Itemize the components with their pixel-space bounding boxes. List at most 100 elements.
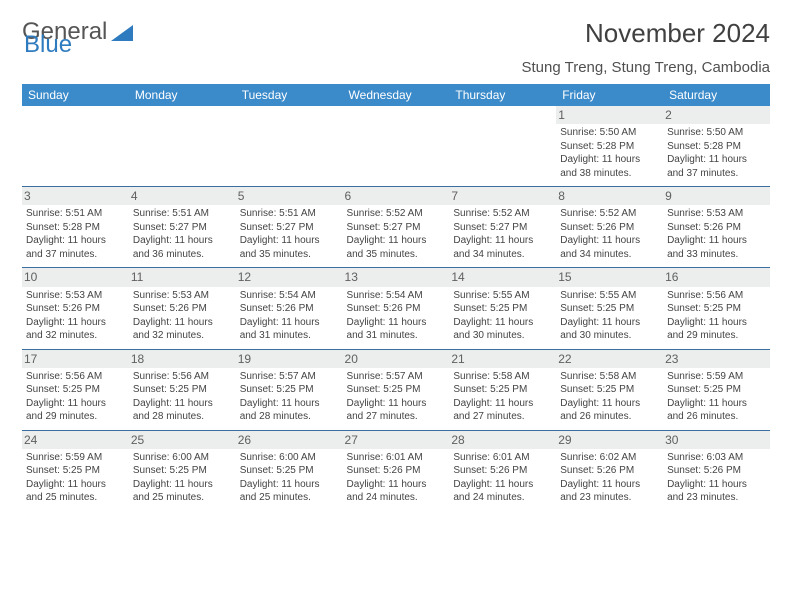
day-number: 8: [556, 187, 663, 205]
day-number: 24: [22, 431, 129, 449]
calendar-day: 1 Sunrise: 5:50 AMSunset: 5:28 PMDaylight…: [556, 106, 663, 187]
sunset-text: Sunset: 5:28 PM: [560, 140, 659, 154]
sunset-text: Sunset: 5:27 PM: [347, 221, 446, 235]
daylight-text: Daylight: 11 hours and 34 minutes.: [453, 234, 552, 261]
sunset-text: Sunset: 5:27 PM: [453, 221, 552, 235]
sunrise-text: Sunrise: 5:50 AM: [667, 126, 766, 140]
day-number: 20: [343, 350, 450, 368]
calendar-day: 14Sunrise: 5:55 AMSunset: 5:25 PMDayligh…: [449, 268, 556, 349]
sunset-text: Sunset: 5:28 PM: [667, 140, 766, 154]
sunrise-text: Sunrise: 5:56 AM: [26, 370, 125, 384]
sunset-text: Sunset: 5:25 PM: [453, 383, 552, 397]
sunrise-text: Sunrise: 5:54 AM: [240, 289, 339, 303]
calendar-week: .....1Sunrise: 5:50 AMSunset: 5:28 PMDay…: [22, 106, 770, 187]
sunset-text: Sunset: 5:25 PM: [347, 383, 446, 397]
day-header: Saturday: [663, 84, 770, 106]
day-number: 3: [22, 187, 129, 205]
day-number: 13: [343, 268, 450, 286]
sunrise-text: Sunrise: 5:51 AM: [133, 207, 232, 221]
daylight-text: Daylight: 11 hours and 26 minutes.: [560, 397, 659, 424]
sunset-text: Sunset: 5:25 PM: [560, 302, 659, 316]
day-number: 2: [663, 106, 770, 124]
day-number: 23: [663, 350, 770, 368]
day-header: Thursday: [449, 84, 556, 106]
day-number: 16: [663, 268, 770, 286]
calendar-day: 25Sunrise: 6:00 AMSunset: 5:25 PMDayligh…: [129, 430, 236, 511]
sunset-text: Sunset: 5:26 PM: [560, 221, 659, 235]
sunset-text: Sunset: 5:26 PM: [560, 464, 659, 478]
sunset-text: Sunset: 5:26 PM: [667, 221, 766, 235]
daylight-text: Daylight: 11 hours and 30 minutes.: [453, 316, 552, 343]
sunrise-text: Sunrise: 6:00 AM: [240, 451, 339, 465]
daylight-text: Daylight: 11 hours and 33 minutes.: [667, 234, 766, 261]
sunset-text: Sunset: 5:25 PM: [133, 383, 232, 397]
sunset-text: Sunset: 5:25 PM: [240, 383, 339, 397]
daylight-text: Daylight: 11 hours and 25 minutes.: [240, 478, 339, 505]
sunrise-text: Sunrise: 5:57 AM: [347, 370, 446, 384]
location-text: Stung Treng, Stung Treng, Cambodia: [22, 59, 770, 76]
sunrise-text: Sunrise: 6:01 AM: [347, 451, 446, 465]
sunrise-text: Sunrise: 5:55 AM: [453, 289, 552, 303]
calendar-table: SundayMondayTuesdayWednesdayThursdayFrid…: [22, 84, 770, 511]
sunrise-text: Sunrise: 5:53 AM: [133, 289, 232, 303]
daylight-text: Daylight: 11 hours and 25 minutes.: [26, 478, 125, 505]
calendar-day-empty: .: [236, 106, 343, 187]
sunset-text: Sunset: 5:26 PM: [240, 302, 339, 316]
calendar-day-empty: .: [343, 106, 450, 187]
daylight-text: Daylight: 11 hours and 38 minutes.: [560, 153, 659, 180]
day-number: 25: [129, 431, 236, 449]
sunset-text: Sunset: 5:25 PM: [667, 383, 766, 397]
calendar-day: 18Sunrise: 5:56 AMSunset: 5:25 PMDayligh…: [129, 349, 236, 430]
calendar-day-empty: .: [449, 106, 556, 187]
day-header: Friday: [556, 84, 663, 106]
sunrise-text: Sunrise: 5:58 AM: [560, 370, 659, 384]
calendar-day: 24Sunrise: 5:59 AMSunset: 5:25 PMDayligh…: [22, 430, 129, 511]
calendar-day: 29Sunrise: 6:02 AMSunset: 5:26 PMDayligh…: [556, 430, 663, 511]
calendar-day: 13Sunrise: 5:54 AMSunset: 5:26 PMDayligh…: [343, 268, 450, 349]
calendar-day: 3Sunrise: 5:51 AMSunset: 5:28 PMDaylight…: [22, 187, 129, 268]
day-number: 17: [22, 350, 129, 368]
calendar-day: 11Sunrise: 5:53 AMSunset: 5:26 PMDayligh…: [129, 268, 236, 349]
sunrise-text: Sunrise: 5:54 AM: [347, 289, 446, 303]
day-number: 5: [236, 187, 343, 205]
day-number: 21: [449, 350, 556, 368]
calendar-week: 24Sunrise: 5:59 AMSunset: 5:25 PMDayligh…: [22, 430, 770, 511]
logo-triangle-icon: [111, 23, 133, 41]
calendar-day: 5 Sunrise: 5:51 AMSunset: 5:27 PMDaylight…: [236, 187, 343, 268]
day-number: 29: [556, 431, 663, 449]
calendar-day: 22Sunrise: 5:58 AMSunset: 5:25 PMDayligh…: [556, 349, 663, 430]
day-number: 4: [129, 187, 236, 205]
day-number: 14: [449, 268, 556, 286]
day-number: 6: [343, 187, 450, 205]
calendar-day: 15Sunrise: 5:55 AMSunset: 5:25 PMDayligh…: [556, 268, 663, 349]
calendar-day: 16Sunrise: 5:56 AMSunset: 5:25 PMDayligh…: [663, 268, 770, 349]
calendar-week: 17Sunrise: 5:56 AMSunset: 5:25 PMDayligh…: [22, 349, 770, 430]
sunset-text: Sunset: 5:25 PM: [26, 383, 125, 397]
sunset-text: Sunset: 5:26 PM: [347, 302, 446, 316]
daylight-text: Daylight: 11 hours and 35 minutes.: [240, 234, 339, 261]
calendar-day: 2 Sunrise: 5:50 AMSunset: 5:28 PMDaylight…: [663, 106, 770, 187]
calendar-day-empty: .: [129, 106, 236, 187]
daylight-text: Daylight: 11 hours and 35 minutes.: [347, 234, 446, 261]
sunrise-text: Sunrise: 5:50 AM: [560, 126, 659, 140]
daylight-text: Daylight: 11 hours and 24 minutes.: [453, 478, 552, 505]
page-title: November 2024: [585, 18, 770, 49]
sunrise-text: Sunrise: 5:53 AM: [26, 289, 125, 303]
daylight-text: Daylight: 11 hours and 34 minutes.: [560, 234, 659, 261]
sunrise-text: Sunrise: 5:51 AM: [240, 207, 339, 221]
sunset-text: Sunset: 5:27 PM: [240, 221, 339, 235]
calendar-day: 7Sunrise: 5:52 AMSunset: 5:27 PMDaylight…: [449, 187, 556, 268]
day-header: Tuesday: [236, 84, 343, 106]
day-number: 27: [343, 431, 450, 449]
sunset-text: Sunset: 5:25 PM: [133, 464, 232, 478]
day-number: 1: [556, 106, 663, 124]
daylight-text: Daylight: 11 hours and 37 minutes.: [667, 153, 766, 180]
daylight-text: Daylight: 11 hours and 28 minutes.: [133, 397, 232, 424]
sunset-text: Sunset: 5:25 PM: [240, 464, 339, 478]
sunrise-text: Sunrise: 5:56 AM: [667, 289, 766, 303]
sunrise-text: Sunrise: 5:59 AM: [667, 370, 766, 384]
sunrise-text: Sunrise: 6:02 AM: [560, 451, 659, 465]
calendar-day: 17Sunrise: 5:56 AMSunset: 5:25 PMDayligh…: [22, 349, 129, 430]
sunrise-text: Sunrise: 5:51 AM: [26, 207, 125, 221]
sunrise-text: Sunrise: 6:00 AM: [133, 451, 232, 465]
